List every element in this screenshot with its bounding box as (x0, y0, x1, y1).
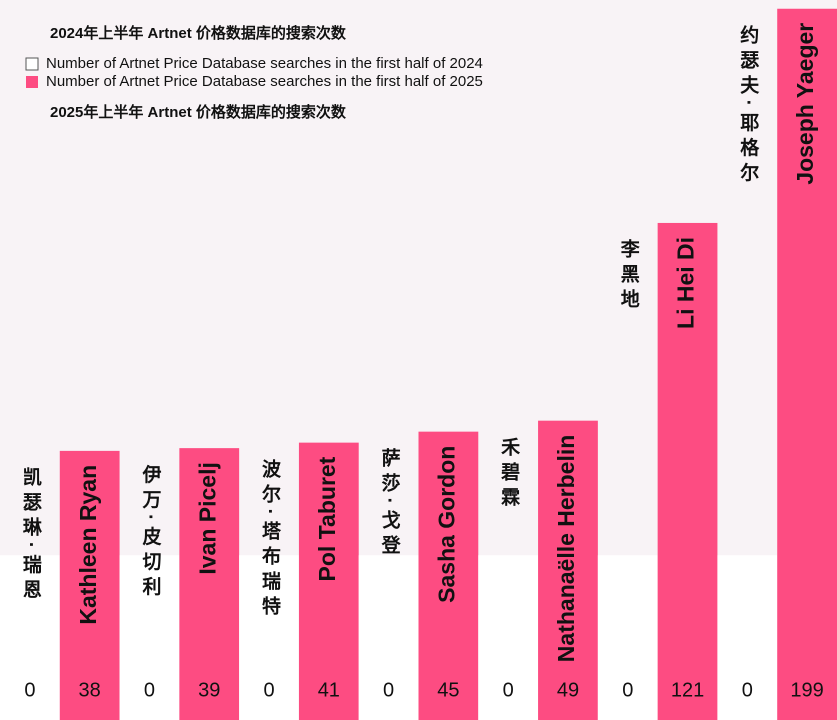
bar (657, 222, 718, 720)
legend-swatch (25, 57, 39, 71)
category-label-zh: 李黑地 (618, 239, 641, 314)
category-label: Joseph Yaeger (792, 23, 818, 185)
category-label: Nathanaëlle Herbelin (553, 435, 579, 663)
bar (59, 450, 120, 720)
category-label: Li Hei Di (673, 237, 699, 329)
bar (538, 420, 598, 720)
bar (358, 555, 419, 720)
bar (179, 448, 240, 720)
bar (239, 555, 299, 720)
value-label: 0 (263, 679, 274, 701)
category-label-zh: 凯瑟琳·瑞恩 (20, 467, 42, 605)
category-label-zh: 伊万·皮切利 (139, 463, 162, 602)
legend-label: Number of Artnet Price Database searches… (46, 55, 483, 72)
bar (298, 442, 359, 720)
legend-heading: 2025年上半年 Artnet 价格数据库的搜索次数 (50, 103, 347, 121)
value-label: 0 (144, 679, 155, 701)
value-label: 39 (198, 679, 220, 701)
bar (418, 431, 479, 720)
category-label: Ivan Picelj (194, 462, 220, 575)
bar (717, 555, 778, 720)
legend-label: Number of Artnet Price Database searches… (46, 73, 483, 90)
value-label: 0 (742, 679, 753, 701)
category-label: Kathleen Ryan (75, 465, 101, 625)
category-label-zh: 约瑟夫·耶格尔 (737, 23, 759, 187)
value-label: 45 (437, 679, 459, 701)
category-label: Sasha Gordon (433, 446, 459, 603)
category-label: Pol Taburet (314, 456, 340, 581)
value-label: 0 (622, 679, 633, 701)
value-label: 49 (557, 679, 579, 701)
value-label: 121 (671, 679, 704, 701)
category-label-zh: 萨莎·戈登 (379, 446, 402, 560)
value-label: 41 (318, 679, 340, 701)
value-label: 0 (383, 679, 394, 701)
value-label: 0 (24, 679, 35, 701)
value-label: 0 (503, 679, 514, 701)
legend-heading: 2024年上半年 Artnet 价格数据库的搜索次数 (50, 24, 347, 42)
bar (119, 555, 180, 720)
bar (0, 555, 60, 720)
legend-swatch (26, 76, 38, 88)
category-label-zh: 禾碧霖 (498, 436, 521, 511)
bar (597, 555, 658, 720)
bar (777, 8, 837, 720)
bar (478, 555, 539, 720)
value-label: 38 (79, 679, 101, 701)
value-label: 199 (790, 679, 823, 701)
category-label-zh: 波尔·塔布瑞特 (259, 457, 281, 621)
